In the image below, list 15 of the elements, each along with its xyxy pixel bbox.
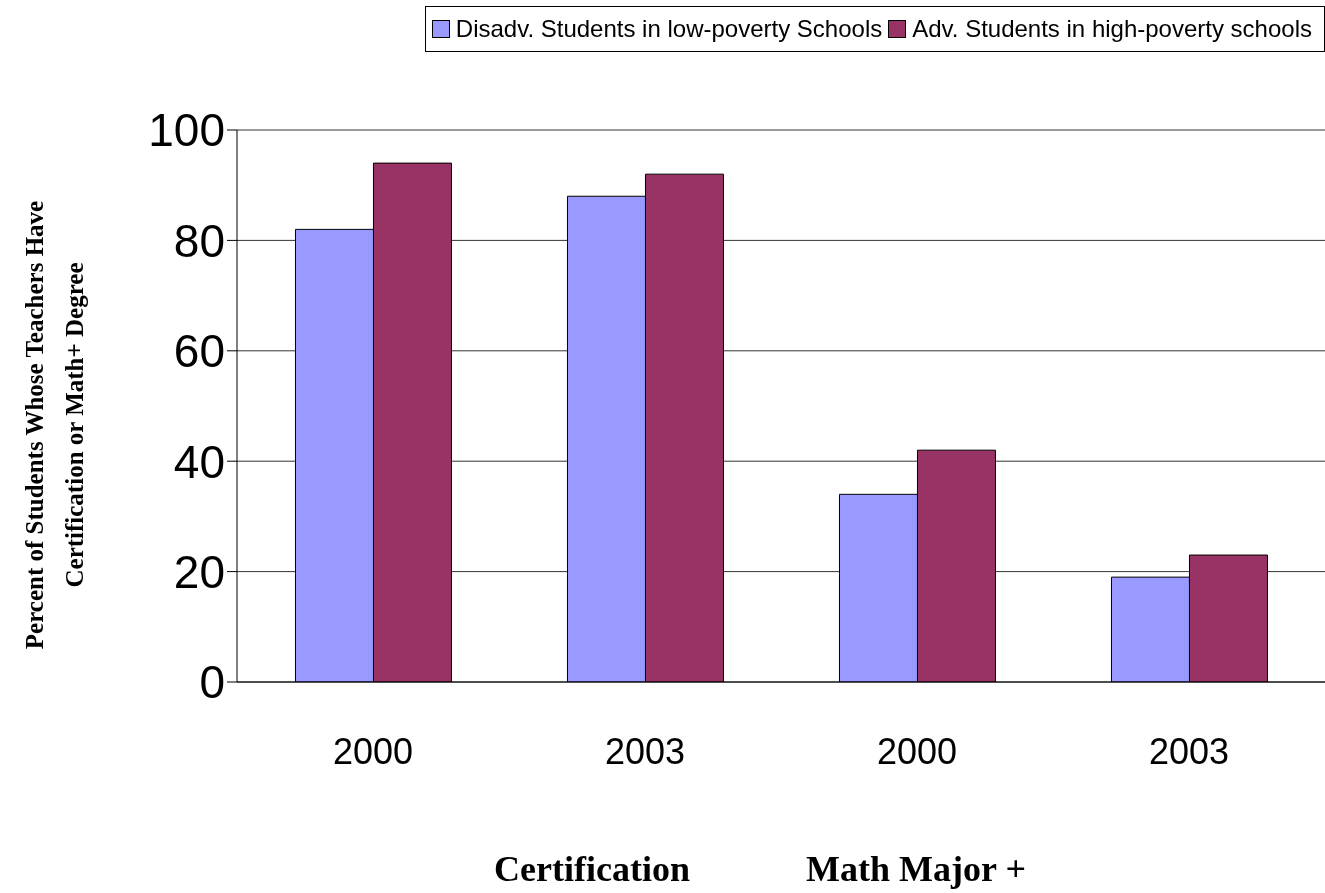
y-tick-label: 60 (173, 325, 225, 378)
y-axis-title: Percent of Students Whose Teachers Have Certification or Math+ Degree (20, 199, 89, 652)
y-tick-label: 40 (173, 435, 225, 488)
text: Math Major + (805, 848, 1027, 890)
legend-label: Adv. Students in high-poverty schools (911, 15, 1312, 43)
y-tick-label: 0 (199, 656, 225, 709)
x-tick-label: 2003 (604, 730, 686, 772)
legend-label: Disadv. Students in low-poverty Schools (454, 15, 883, 43)
y-tick-label: 80 (173, 214, 225, 267)
x-tick-label: 2000 (332, 730, 414, 772)
x-tick-label: 2000 (876, 730, 958, 772)
y-tick-label: 20 (173, 545, 225, 598)
y-tick-label: 100 (148, 104, 225, 157)
text: Certification (493, 848, 691, 890)
x-tick-label: 2003 (1148, 730, 1230, 772)
